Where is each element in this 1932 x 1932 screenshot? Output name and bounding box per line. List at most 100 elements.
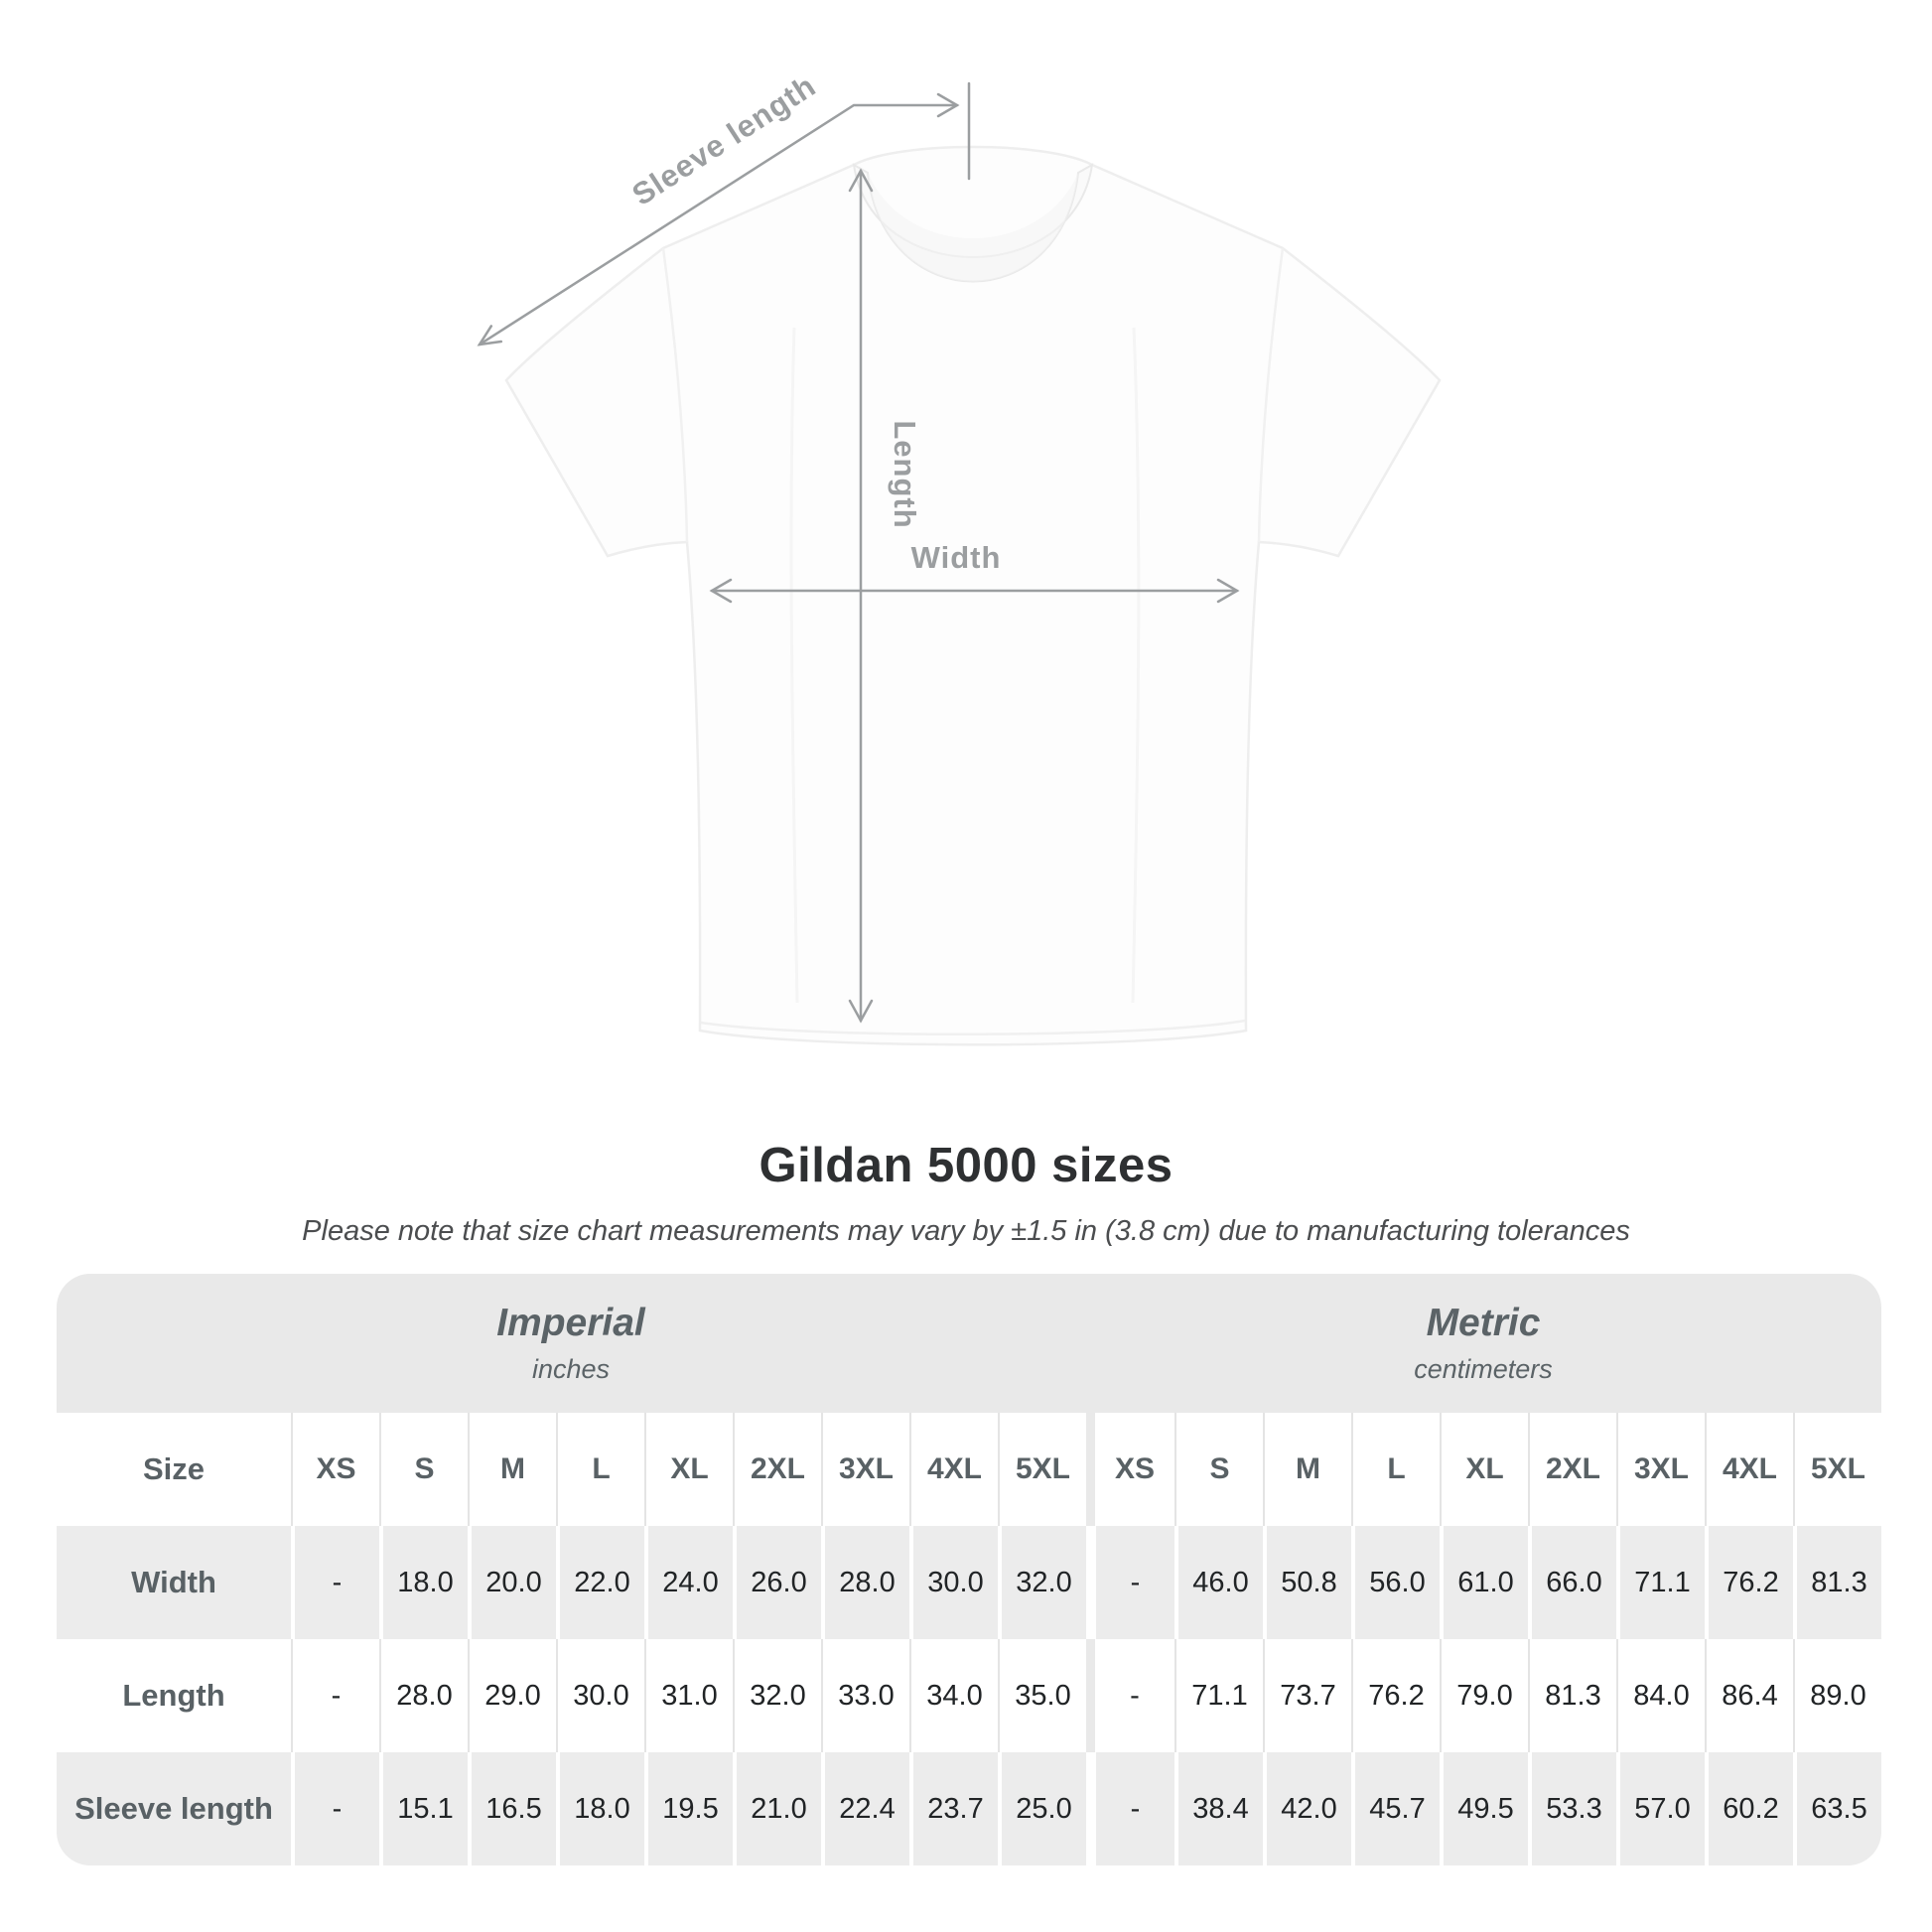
value-cell: 22.0	[556, 1526, 644, 1639]
value-cell: 28.0	[379, 1639, 468, 1752]
value-cell: 20.0	[468, 1526, 556, 1639]
value-cell: -	[1086, 1526, 1174, 1639]
value-cell: 73.7	[1263, 1639, 1351, 1752]
size-col-header: S	[1174, 1413, 1263, 1526]
value-cell: 30.0	[556, 1639, 644, 1752]
value-cell: 19.5	[644, 1752, 733, 1865]
value-cell: 24.0	[644, 1526, 733, 1639]
value-cell: 33.0	[821, 1639, 909, 1752]
value-cell: 57.0	[1616, 1752, 1705, 1865]
value-cell: 32.0	[998, 1526, 1086, 1639]
value-cell: 23.7	[909, 1752, 998, 1865]
value-cell: 34.0	[909, 1639, 998, 1752]
page-title: Gildan 5000 sizes	[759, 1139, 1173, 1192]
value-cell: 15.1	[379, 1752, 468, 1865]
value-cell: 30.0	[909, 1526, 998, 1639]
value-cell: 18.0	[556, 1752, 644, 1865]
value-cell: 89.0	[1793, 1639, 1881, 1752]
value-cell: -	[291, 1526, 379, 1639]
size-header-row: Size XS S M L XL 2XL 3XL 4XL 5XL XS S M L XL 2XL 3XL 4XL…	[57, 1413, 1881, 1526]
size-col-header: L	[556, 1413, 644, 1526]
tshirt-image	[504, 145, 1442, 1046]
size-col-header: 2XL	[733, 1413, 821, 1526]
value-cell: 71.1	[1174, 1639, 1263, 1752]
metric-group-header: Metric centimeters	[1085, 1274, 1881, 1413]
measurement-annotations	[477, 81, 1240, 1024]
imperial-group-header: Imperial inches	[57, 1274, 1085, 1413]
value-cell: 21.0	[733, 1752, 821, 1865]
value-cell: 31.0	[644, 1639, 733, 1752]
size-col-header: 3XL	[821, 1413, 909, 1526]
value-cell: 28.0	[821, 1526, 909, 1639]
imperial-group-unit: inches	[531, 1354, 611, 1384]
table-row: Width -18.0 20.0 22.0 24.0 26.0 28.0 30.0 32.0-4…	[57, 1526, 1881, 1639]
value-cell: 66.0	[1528, 1526, 1616, 1639]
value-cell: 81.3	[1793, 1526, 1881, 1639]
value-cell: 63.5	[1793, 1752, 1881, 1865]
size-col-header: 3XL	[1616, 1413, 1705, 1526]
size-col-header: XL	[644, 1413, 733, 1526]
width-arrow	[709, 578, 1240, 604]
value-cell: -	[291, 1639, 379, 1752]
value-cell: 60.2	[1705, 1752, 1793, 1865]
size-col-header: L	[1351, 1413, 1440, 1526]
metric-group-title: Metric	[1426, 1302, 1541, 1344]
value-cell: 42.0	[1263, 1752, 1351, 1865]
value-cell: -	[1086, 1752, 1174, 1865]
tshirt-measurement-diagram: Sleeve length Length Width	[477, 69, 1442, 1046]
table-row: Sleeve length -15.1 16.5 18.0 19.5 21.0 22.4 23…	[57, 1752, 1881, 1865]
length-label: Length	[888, 420, 922, 528]
imperial-group-title: Imperial	[496, 1302, 645, 1344]
value-cell: 76.2	[1705, 1526, 1793, 1639]
value-cell: 56.0	[1351, 1526, 1440, 1639]
value-cell: 46.0	[1174, 1526, 1263, 1639]
value-cell: 49.5	[1440, 1752, 1528, 1865]
table-row: Length -28.0 29.0 30.0 31.0 32.0 33.0 34.0 35.0-…	[57, 1639, 1881, 1752]
value-cell: 18.0	[379, 1526, 468, 1639]
value-cell: 61.0	[1440, 1526, 1528, 1639]
row-label: Length	[57, 1639, 291, 1752]
value-cell: 26.0	[733, 1526, 821, 1639]
size-column-label: Size	[57, 1413, 291, 1526]
size-col-header: S	[379, 1413, 468, 1526]
value-cell: 53.3	[1528, 1752, 1616, 1865]
table-body: Width -18.0 20.0 22.0 24.0 26.0 28.0 30.0 32.0-4…	[57, 1526, 1881, 1865]
value-cell: 32.0	[733, 1639, 821, 1752]
size-col-header: 2XL	[1528, 1413, 1616, 1526]
size-col-header: M	[1263, 1413, 1351, 1526]
value-cell: -	[1086, 1639, 1174, 1752]
value-cell: 50.8	[1263, 1526, 1351, 1639]
length-arrow	[848, 168, 874, 1024]
value-cell: 81.3	[1528, 1639, 1616, 1752]
size-col-header: XS	[1086, 1413, 1174, 1526]
tolerance-note: Please note that size chart measurements…	[302, 1215, 1630, 1247]
row-label: Sleeve length	[57, 1752, 291, 1865]
width-label: Width	[911, 540, 1002, 575]
value-cell: 86.4	[1705, 1639, 1793, 1752]
size-table: Imperial inches Metric centimeters Size …	[57, 1274, 1881, 1865]
value-cell: 22.4	[821, 1752, 909, 1865]
size-col-header: XL	[1440, 1413, 1528, 1526]
size-col-header: 4XL	[1705, 1413, 1793, 1526]
value-cell: 38.4	[1174, 1752, 1263, 1865]
row-label: Width	[57, 1526, 291, 1639]
value-cell: 25.0	[998, 1752, 1086, 1865]
sleeve-length-arrow	[477, 81, 971, 346]
value-cell: 79.0	[1440, 1639, 1528, 1752]
value-cell: 84.0	[1616, 1639, 1705, 1752]
size-col-header: 5XL	[998, 1413, 1086, 1526]
size-col-header: XS	[291, 1413, 379, 1526]
unit-group-band: Imperial inches Metric centimeters	[57, 1274, 1881, 1413]
value-cell: 29.0	[468, 1639, 556, 1752]
size-col-header: M	[468, 1413, 556, 1526]
value-cell: 71.1	[1616, 1526, 1705, 1639]
value-cell: 45.7	[1351, 1752, 1440, 1865]
value-cell: 35.0	[998, 1639, 1086, 1752]
value-cell: 76.2	[1351, 1639, 1440, 1752]
size-col-header: 4XL	[909, 1413, 998, 1526]
metric-group-unit: centimeters	[1414, 1354, 1553, 1384]
size-col-header: 5XL	[1793, 1413, 1881, 1526]
value-cell: -	[291, 1752, 379, 1865]
value-cell: 16.5	[468, 1752, 556, 1865]
